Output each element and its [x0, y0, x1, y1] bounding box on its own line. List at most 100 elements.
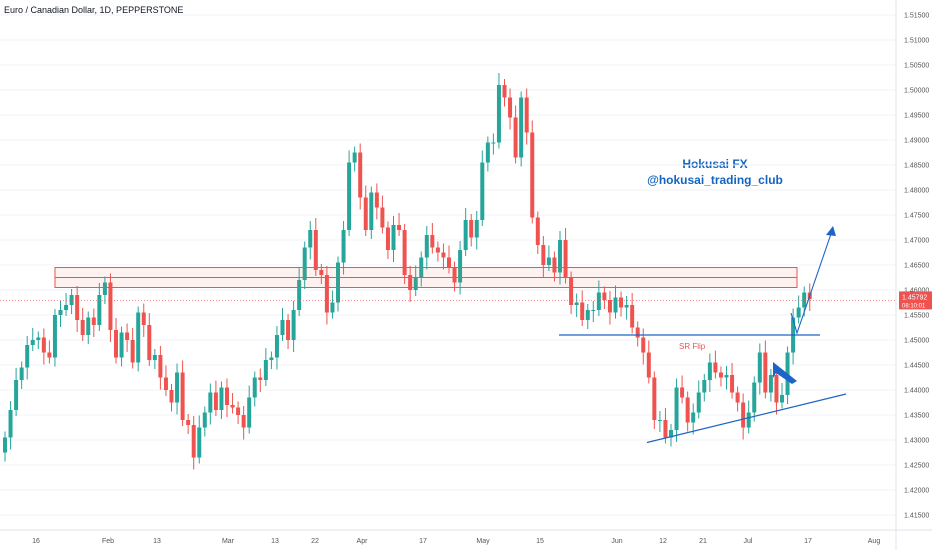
y-tick-label: 1.49000 [904, 138, 929, 145]
candle-body [669, 430, 673, 438]
candle-body [369, 192, 374, 230]
candle-body [358, 152, 363, 198]
y-tick-label: 1.44000 [904, 388, 929, 395]
candle-body [114, 330, 118, 358]
candle-body [274, 335, 279, 358]
candle-body [746, 412, 751, 428]
y-tick-label: 1.46500 [904, 263, 929, 270]
candle-body [197, 427, 202, 458]
candle-body [374, 192, 379, 208]
candle-body [735, 392, 740, 403]
candle-body [36, 337, 41, 340]
candle-body [535, 217, 540, 245]
x-tick-label: 17 [419, 538, 427, 545]
candle-body [530, 132, 535, 218]
y-tick-label: 1.49500 [904, 113, 929, 120]
candle-body [546, 257, 551, 265]
candle-body [52, 315, 57, 358]
last-price-value: 1.45792 [902, 294, 927, 301]
candle-body [219, 387, 224, 410]
candle-body [458, 250, 463, 283]
y-tick-label: 1.48000 [904, 188, 929, 195]
candle-body [430, 235, 435, 248]
projection-path [790, 227, 834, 335]
candle-body [391, 225, 396, 250]
candle-body [41, 337, 46, 353]
pointer-arrow [773, 362, 797, 384]
candle-body [713, 362, 718, 373]
candle-body [291, 310, 296, 340]
candle-body [730, 375, 735, 393]
candle-body [691, 412, 696, 423]
candle-body [624, 305, 629, 308]
candle-body [552, 257, 557, 273]
candle-body [341, 230, 346, 263]
candle-body [75, 295, 80, 320]
y-tick-label: 1.42500 [904, 463, 929, 470]
candle-body [763, 352, 768, 393]
candle-body [469, 220, 474, 238]
candle-body [635, 327, 640, 338]
candle-body [607, 300, 612, 313]
candle-body [513, 117, 518, 158]
y-tick-label: 1.47000 [904, 238, 929, 245]
candle-body [768, 375, 773, 393]
y-tick-label: 1.43000 [904, 438, 929, 445]
sr-flip-label: SR Flip [679, 342, 706, 351]
candle-body [619, 297, 624, 308]
last-price-box [899, 291, 932, 310]
candle-body [757, 352, 762, 383]
y-tick-label: 1.50500 [904, 63, 929, 70]
candle-body [91, 317, 96, 325]
candle-body [125, 332, 130, 340]
candle-body [136, 312, 141, 363]
candle-body [225, 387, 229, 405]
candle-body [613, 297, 618, 313]
candle-body [435, 247, 440, 253]
x-tick-label: Jul [744, 538, 753, 545]
candle-body [208, 392, 213, 413]
watermark-text: Hokusai FX @hokusai_trading_club [600, 156, 830, 188]
candle-body [69, 295, 74, 305]
candle-body [3, 437, 7, 453]
rising-trendline [646, 393, 847, 444]
candle-body [558, 240, 562, 273]
x-tick-label: 21 [699, 538, 707, 545]
y-tick-label: 1.48500 [904, 163, 929, 170]
candle-body [591, 310, 596, 311]
candle-body [685, 397, 690, 423]
candle-body [602, 292, 607, 300]
candle-body [152, 355, 157, 360]
candle-body [86, 317, 91, 335]
candle-body [319, 270, 324, 275]
candle-body [724, 375, 729, 378]
candle-body [496, 85, 501, 143]
candle-body [191, 425, 196, 458]
candle-body [269, 357, 274, 360]
candle-body [102, 282, 107, 295]
candle-body [397, 225, 402, 230]
candle-body [324, 275, 329, 313]
candle-body [574, 302, 579, 305]
candle-body [641, 337, 646, 353]
candle-body [385, 227, 390, 250]
candle-body [163, 377, 168, 390]
candle-body [802, 292, 807, 308]
candle-body [108, 282, 113, 330]
x-tick-label: 15 [536, 538, 544, 545]
candle-body [313, 230, 318, 270]
x-tick-label: Jun [611, 538, 622, 545]
x-tick-label: Feb [102, 538, 114, 545]
candle-body [491, 142, 496, 144]
candle-body [541, 245, 546, 265]
candle-body [718, 372, 723, 378]
candle-body [230, 405, 235, 408]
watermark-line-2: @hokusai_trading_club [647, 173, 783, 187]
candle-body [336, 262, 340, 303]
candle-body [241, 415, 246, 428]
candle-body [263, 360, 268, 380]
candle-body [774, 375, 779, 403]
candle-body [236, 407, 241, 415]
candle-body [441, 252, 446, 258]
